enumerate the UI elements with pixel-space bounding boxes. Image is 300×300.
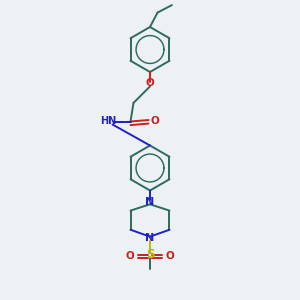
Text: S: S: [146, 248, 154, 261]
Text: HN: HN: [100, 116, 116, 127]
Text: O: O: [151, 116, 160, 126]
Text: O: O: [165, 251, 174, 261]
Text: O: O: [146, 78, 154, 88]
Text: N: N: [146, 197, 154, 207]
Text: N: N: [146, 233, 154, 243]
Text: O: O: [126, 251, 135, 261]
